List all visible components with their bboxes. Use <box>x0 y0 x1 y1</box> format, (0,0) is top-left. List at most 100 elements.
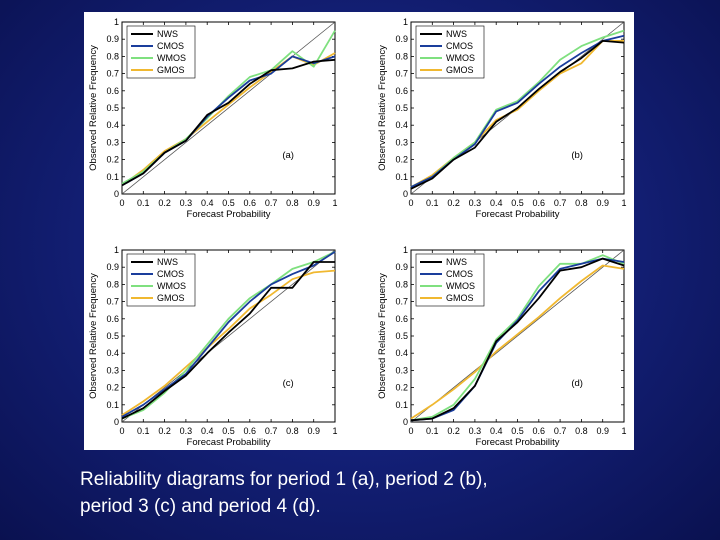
x-tick-label: 0.6 <box>533 198 546 208</box>
y-tick-label: 0.3 <box>106 137 119 147</box>
y-tick-label: 0 <box>403 417 408 427</box>
chart-panel-3: 0 0.1 0.2 0.3 0.4 0.5 0.6 0.7 0.8 0.9 1 0 0.1 0.2 0.3 0… <box>88 245 338 448</box>
x-tick-label: 0.2 <box>158 198 171 208</box>
caption-line-2: period 3 (c) and period 4 (d). <box>80 496 321 517</box>
legend-label-cmos: CMOS <box>157 41 184 51</box>
y-tick-label: 0.5 <box>106 103 119 113</box>
panel-label: (b) <box>571 150 583 161</box>
y-tick-label: 0.5 <box>395 331 408 341</box>
y-tick-label: 0.4 <box>106 348 119 358</box>
legend: NWS CMOS WMOS GMOS <box>126 253 196 307</box>
legend-label-cmos: CMOS <box>157 269 184 279</box>
x-tick-label: 0.5 <box>222 198 235 208</box>
y-tick-label: 0.1 <box>395 172 408 182</box>
x-tick-label: 0.8 <box>286 426 299 436</box>
y-tick-label: 0.8 <box>106 51 119 61</box>
y-tick-label: 0.6 <box>106 314 119 324</box>
y-tick-label: 0.4 <box>395 120 408 130</box>
y-tick-label: 0.5 <box>106 331 119 341</box>
x-tick-label: 0.7 <box>265 426 278 436</box>
series-line-cmos <box>121 250 336 418</box>
y-tick-label: 0.8 <box>395 279 408 289</box>
panel-label: (d) <box>571 378 583 389</box>
series-line-gmos <box>410 264 625 420</box>
y-tick-label: 0.3 <box>106 365 119 375</box>
x-tick-label: 0.8 <box>286 198 299 208</box>
x-tick-label: 0.8 <box>575 426 588 436</box>
y-tick-label: 1 <box>114 245 119 255</box>
series-line-nws <box>121 261 335 420</box>
legend-label-gmos: GMOS <box>157 65 185 75</box>
x-tick-label: 0 <box>119 198 124 208</box>
y-tick-label: 0.6 <box>106 86 119 96</box>
y-tick-label: 0.8 <box>106 279 119 289</box>
y-tick-label: 0.7 <box>395 297 408 307</box>
legend-label-wmos: WMOS <box>157 53 186 63</box>
series-line-wmos <box>410 254 625 422</box>
diagonal-line <box>410 249 625 423</box>
y-tick-label: 0.2 <box>395 383 408 393</box>
y-tick-label: 0.7 <box>395 69 408 79</box>
chart-panel-1: 0 0.1 0.2 0.3 0.4 0.5 0.6 0.7 0.8 0.9 1 0 0.1 0.2 0.3 0… <box>88 17 338 220</box>
x-tick-label: 0.2 <box>447 198 460 208</box>
y-tick-label: 0.8 <box>395 51 408 61</box>
x-tick-label: 0.9 <box>596 198 609 208</box>
y-tick-label: 0.9 <box>395 262 408 272</box>
diagonal-line <box>121 21 336 195</box>
legend-label-gmos: GMOS <box>446 65 474 75</box>
x-axis-label: Forecast Probability <box>476 209 560 220</box>
y-axis-label: Observed Relative Frequency <box>377 273 388 399</box>
y-tick-label: 0.9 <box>106 262 119 272</box>
legend-label-nws: NWS <box>446 257 467 267</box>
y-tick-label: 0 <box>114 417 119 427</box>
y-tick-label: 0.2 <box>395 155 408 165</box>
legend: NWS CMOS WMOS GMOS <box>415 25 485 79</box>
x-tick-label: 0.2 <box>447 426 460 436</box>
y-axis-label: Observed Relative Frequency <box>88 45 99 171</box>
x-tick-label: 0.3 <box>180 198 193 208</box>
y-tick-label: 0.2 <box>106 155 119 165</box>
slide-caption: Reliability diagrams for period 1 (a), p… <box>80 466 680 520</box>
x-tick-label: 0.4 <box>490 426 503 436</box>
y-tick-label: 0.1 <box>106 172 119 182</box>
y-tick-label: 0.4 <box>106 120 119 130</box>
series-line-nws <box>410 257 625 422</box>
y-tick-label: 0.2 <box>106 383 119 393</box>
y-tick-label: 0.3 <box>395 137 408 147</box>
y-tick-label: 0.9 <box>395 34 408 44</box>
y-tick-label: 0.1 <box>106 400 119 410</box>
y-tick-label: 0.9 <box>106 34 119 44</box>
x-tick-label: 0.6 <box>244 426 257 436</box>
x-tick-label: 0.6 <box>244 198 257 208</box>
y-axis-label: Observed Relative Frequency <box>377 45 388 171</box>
series-line-cmos <box>410 257 625 422</box>
legend-label-nws: NWS <box>157 29 178 39</box>
x-tick-label: 0.5 <box>222 426 235 436</box>
y-tick-label: 0.4 <box>395 348 408 358</box>
reliability-figure: 0 0.1 0.2 0.3 0.4 0.5 0.6 0.7 0.8 0.9 1 0 0.1 0.2 0.3 0… <box>84 12 634 450</box>
legend: NWS CMOS WMOS GMOS <box>415 253 485 307</box>
x-tick-label: 0.1 <box>137 198 150 208</box>
x-tick-label: 1 <box>332 426 337 436</box>
x-tick-label: 1 <box>621 426 626 436</box>
x-tick-label: 0.1 <box>426 426 439 436</box>
x-tick-label: 0.1 <box>426 198 439 208</box>
series-line-nws <box>410 39 625 190</box>
y-tick-label: 0.5 <box>395 103 408 113</box>
y-tick-label: 0.6 <box>395 86 408 96</box>
legend-label-cmos: CMOS <box>446 41 473 51</box>
x-tick-label: 0.5 <box>511 198 524 208</box>
x-tick-label: 1 <box>332 198 337 208</box>
x-tick-label: 0.2 <box>158 426 171 436</box>
x-tick-label: 0.5 <box>511 426 524 436</box>
x-tick-label: 0.7 <box>554 426 567 436</box>
legend-label-wmos: WMOS <box>157 281 186 291</box>
x-tick-label: 0.9 <box>307 426 320 436</box>
x-tick-label: 0.9 <box>596 426 609 436</box>
y-tick-label: 0.6 <box>395 314 408 324</box>
x-tick-label: 0.1 <box>137 426 150 436</box>
legend-label-gmos: GMOS <box>446 293 474 303</box>
x-tick-label: 0.4 <box>201 426 214 436</box>
y-tick-label: 1 <box>403 17 408 27</box>
series-line-wmos <box>121 250 336 420</box>
